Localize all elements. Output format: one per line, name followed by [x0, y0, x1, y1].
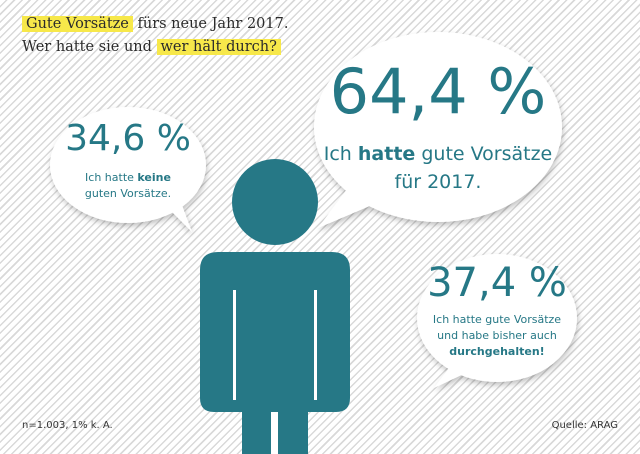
title-line-2: Wer hatte sie und wer hält durch? [22, 39, 281, 55]
label-no-resolutions: Ich hatte keine guten Vorsätze. [58, 170, 198, 202]
label-text: Ich hatte [85, 171, 138, 184]
label-text: gute Vorsätze [415, 143, 553, 165]
label-text: für 2017. [394, 171, 482, 193]
title-line-1: Gute Vorsätze fürs neue Jahr 2017. [22, 16, 288, 32]
speech-bubble-left [50, 107, 206, 232]
speech-bubble-right [417, 254, 577, 388]
label-text: Ich hatte gute Vorsätze [432, 313, 562, 326]
label-bold: keine [137, 171, 171, 184]
title-text-1: fürs neue Jahr 2017. [137, 16, 289, 32]
source-note: Quelle: ARAG [551, 420, 618, 431]
sample-note: n=1.003, 1% k. A. [22, 420, 113, 431]
label-text: guten Vorsätze. [84, 187, 172, 200]
label-had-resolutions: Ich hatte gute Vorsätze für 2017. [318, 140, 558, 196]
value-kept-resolutions: 37,4 % [427, 260, 567, 306]
label-bold: durchgehalten! [449, 345, 545, 358]
person-icon [200, 159, 350, 454]
label-text: Ich [323, 143, 358, 165]
value-had-resolutions: 64,4 % [329, 55, 547, 128]
speech-bubble-large [314, 32, 562, 228]
value-no-resolutions: 34,6 % [65, 118, 191, 159]
label-kept-resolutions: Ich hatte gute Vorsätze und habe bisher … [417, 312, 577, 360]
title-text-2: Wer hatte sie und [22, 39, 152, 55]
title-highlight-1: Gute Vorsätze [22, 16, 133, 32]
label-bold: hatte [357, 143, 416, 165]
title-highlight-2: wer hält durch? [156, 39, 281, 55]
label-text: und habe bisher auch [437, 329, 557, 342]
